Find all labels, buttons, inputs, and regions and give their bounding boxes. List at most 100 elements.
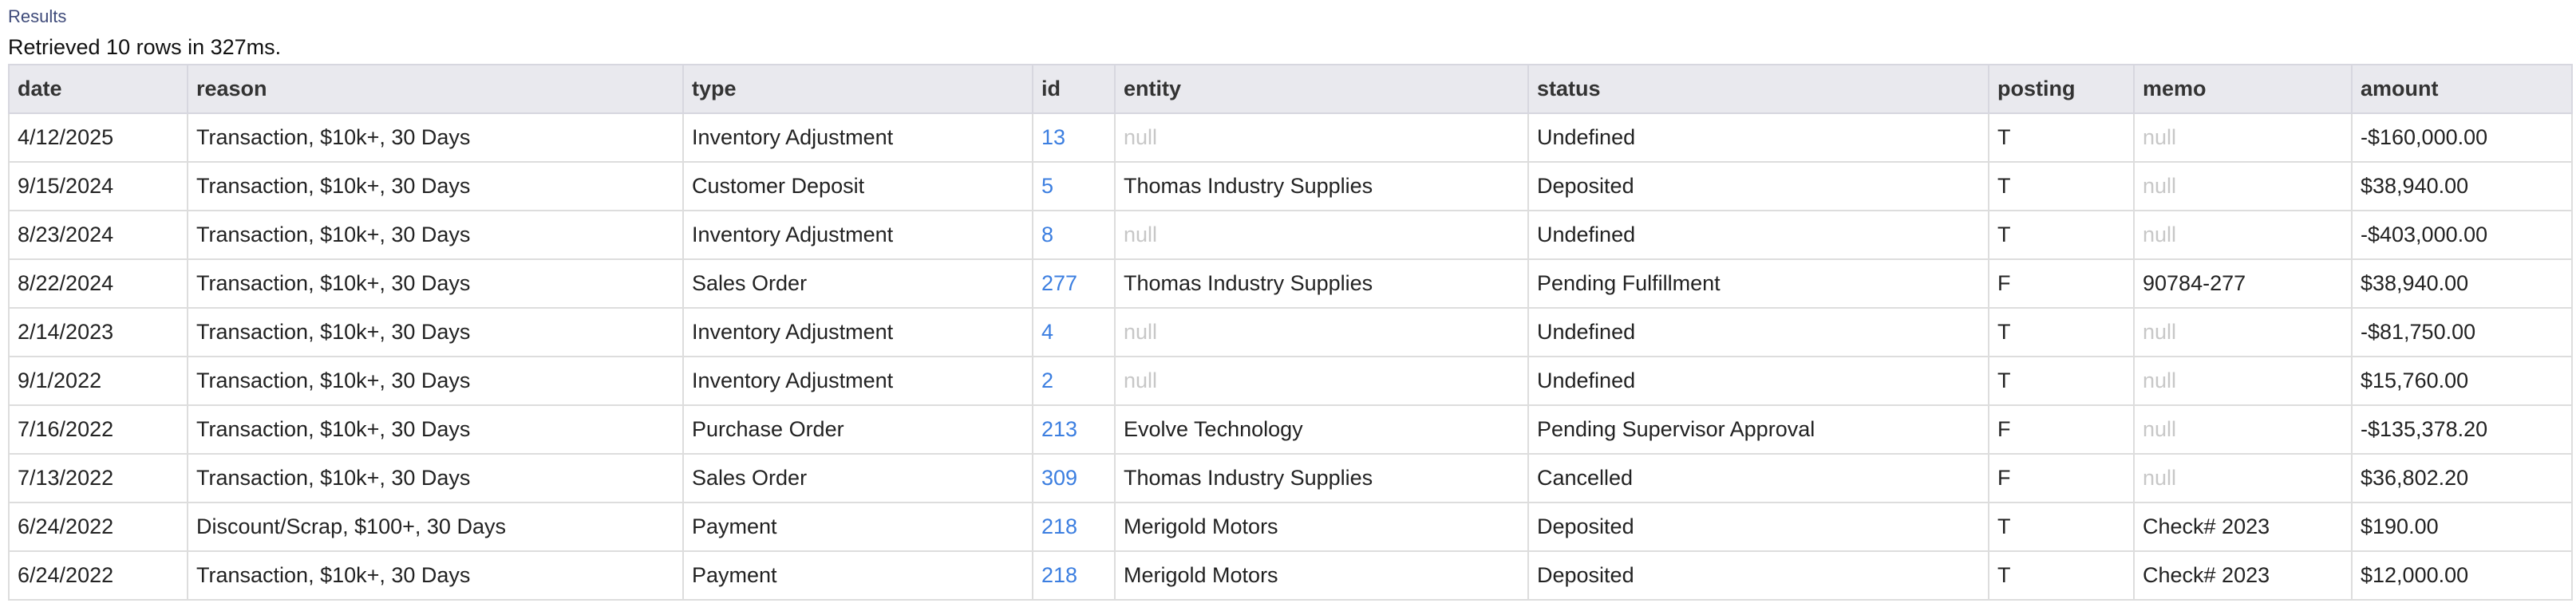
posting-cell: T xyxy=(1988,112,2135,163)
type-cell: Sales Order xyxy=(682,453,1033,503)
reason-cell: Transaction, $10k+, 30 Days xyxy=(187,112,684,163)
date-cell: 9/1/2022 xyxy=(8,356,188,406)
table-row: 8/22/2024 Transaction, $10k+, 30 Days Sa… xyxy=(8,258,2573,309)
record-id-link[interactable]: 277 xyxy=(1041,271,1078,295)
record-id-link[interactable]: 4 xyxy=(1041,320,1054,344)
posting-cell: F xyxy=(1988,453,2135,503)
record-id-link[interactable]: 309 xyxy=(1041,466,1078,490)
column-header-type[interactable]: type xyxy=(682,64,1033,114)
type-cell: Payment xyxy=(682,502,1033,552)
date-cell: 2/14/2023 xyxy=(8,307,188,357)
reason-cell: Transaction, $10k+, 30 Days xyxy=(187,258,684,309)
reason-cell: Transaction, $10k+, 30 Days xyxy=(187,550,684,601)
record-id-link[interactable]: 218 xyxy=(1041,563,1078,587)
table-row: 7/16/2022 Transaction, $10k+, 30 Days Pu… xyxy=(8,404,2573,455)
status-cell: Undefined xyxy=(1527,356,1989,406)
memo-cell: null xyxy=(2133,112,2353,163)
type-cell: Inventory Adjustment xyxy=(682,112,1033,163)
memo-cell: null xyxy=(2133,404,2353,455)
id-link-cell: 8 xyxy=(1032,210,1116,260)
posting-cell: F xyxy=(1988,258,2135,309)
date-cell: 4/12/2025 xyxy=(8,112,188,163)
table-row: 8/23/2024 Transaction, $10k+, 30 Days In… xyxy=(8,210,2573,260)
id-link-cell: 5 xyxy=(1032,161,1116,211)
results-table: date reason type id entity status postin… xyxy=(8,64,2573,601)
status-cell: Deposited xyxy=(1527,550,1989,601)
record-id-link[interactable]: 8 xyxy=(1041,223,1054,246)
table-header-row: date reason type id entity status postin… xyxy=(8,64,2573,114)
column-header-status[interactable]: status xyxy=(1527,64,1989,114)
column-header-entity[interactable]: entity xyxy=(1114,64,1529,114)
column-header-posting[interactable]: posting xyxy=(1988,64,2135,114)
memo-cell: null xyxy=(2133,161,2353,211)
reason-cell: Transaction, $10k+, 30 Days xyxy=(187,404,684,455)
entity-cell: null xyxy=(1114,356,1529,406)
table-row: 6/24/2022 Transaction, $10k+, 30 Days Pa… xyxy=(8,550,2573,601)
record-id-link[interactable]: 5 xyxy=(1041,174,1054,198)
id-link-cell: 309 xyxy=(1032,453,1116,503)
amount-cell: $38,940.00 xyxy=(2351,161,2573,211)
record-id-link[interactable]: 2 xyxy=(1041,368,1054,392)
status-cell: Deposited xyxy=(1527,161,1989,211)
entity-cell: null xyxy=(1114,210,1529,260)
posting-cell: T xyxy=(1988,161,2135,211)
status-cell: Undefined xyxy=(1527,307,1989,357)
reason-cell: Transaction, $10k+, 30 Days xyxy=(187,307,684,357)
posting-cell: T xyxy=(1988,502,2135,552)
date-cell: 7/16/2022 xyxy=(8,404,188,455)
date-cell: 6/24/2022 xyxy=(8,502,188,552)
id-link-cell: 218 xyxy=(1032,502,1116,552)
entity-cell: null xyxy=(1114,307,1529,357)
entity-cell: Evolve Technology xyxy=(1114,404,1529,455)
amount-cell: -$81,750.00 xyxy=(2351,307,2573,357)
id-link-cell: 277 xyxy=(1032,258,1116,309)
type-cell: Payment xyxy=(682,550,1033,601)
status-cell: Pending Fulfillment xyxy=(1527,258,1989,309)
column-header-id[interactable]: id xyxy=(1032,64,1116,114)
table-row: 9/1/2022 Transaction, $10k+, 30 Days Inv… xyxy=(8,356,2573,406)
reason-cell: Transaction, $10k+, 30 Days xyxy=(187,356,684,406)
amount-cell: $36,802.20 xyxy=(2351,453,2573,503)
record-id-link[interactable]: 218 xyxy=(1041,514,1078,538)
column-header-reason[interactable]: reason xyxy=(187,64,684,114)
amount-cell: $12,000.00 xyxy=(2351,550,2573,601)
date-cell: 7/13/2022 xyxy=(8,453,188,503)
memo-cell: null xyxy=(2133,453,2353,503)
posting-cell: T xyxy=(1988,210,2135,260)
type-cell: Purchase Order xyxy=(682,404,1033,455)
amount-cell: -$135,378.20 xyxy=(2351,404,2573,455)
posting-cell: T xyxy=(1988,550,2135,601)
status-cell: Undefined xyxy=(1527,112,1989,163)
memo-cell: Check# 2023 xyxy=(2133,502,2353,552)
type-cell: Sales Order xyxy=(682,258,1033,309)
results-link[interactable]: Results xyxy=(8,6,67,26)
table-row: 7/13/2022 Transaction, $10k+, 30 Days Sa… xyxy=(8,453,2573,503)
id-link-cell: 4 xyxy=(1032,307,1116,357)
status-cell: Pending Supervisor Approval xyxy=(1527,404,1989,455)
date-cell: 9/15/2024 xyxy=(8,161,188,211)
reason-cell: Discount/Scrap, $100+, 30 Days xyxy=(187,502,684,552)
record-id-link[interactable]: 213 xyxy=(1041,417,1078,441)
amount-cell: $190.00 xyxy=(2351,502,2573,552)
results-summary: Retrieved 10 rows in 327ms. xyxy=(8,35,282,59)
column-header-date[interactable]: date xyxy=(8,64,188,114)
table-row: 6/24/2022 Discount/Scrap, $100+, 30 Days… xyxy=(8,502,2573,552)
column-header-amount[interactable]: amount xyxy=(2351,64,2573,114)
entity-cell: Thomas Industry Supplies xyxy=(1114,161,1529,211)
entity-cell: null xyxy=(1114,112,1529,163)
date-cell: 8/22/2024 xyxy=(8,258,188,309)
memo-cell: null xyxy=(2133,307,2353,357)
id-link-cell: 2 xyxy=(1032,356,1116,406)
entity-cell: Merigold Motors xyxy=(1114,502,1529,552)
record-id-link[interactable]: 13 xyxy=(1041,125,1066,149)
status-cell: Undefined xyxy=(1527,210,1989,260)
column-header-memo[interactable]: memo xyxy=(2133,64,2353,114)
posting-cell: T xyxy=(1988,356,2135,406)
date-cell: 6/24/2022 xyxy=(8,550,188,601)
date-cell: 8/23/2024 xyxy=(8,210,188,260)
table-row: 9/15/2024 Transaction, $10k+, 30 Days Cu… xyxy=(8,161,2573,211)
amount-cell: -$160,000.00 xyxy=(2351,112,2573,163)
posting-cell: F xyxy=(1988,404,2135,455)
table-header: date reason type id entity status postin… xyxy=(8,64,2573,114)
